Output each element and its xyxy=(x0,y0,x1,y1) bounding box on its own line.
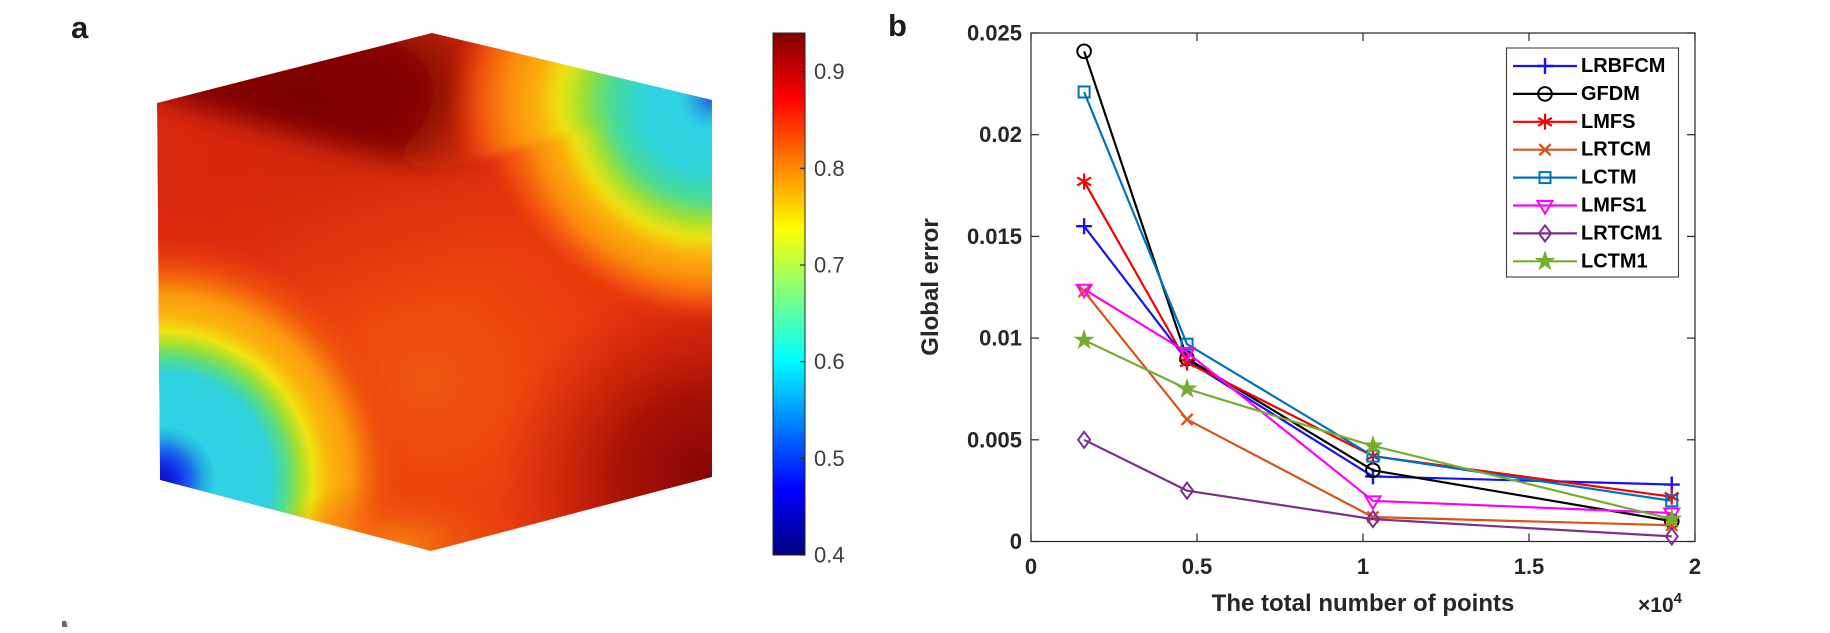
marker-star xyxy=(1176,377,1198,398)
series-line-LRTCM1 xyxy=(1083,438,1672,538)
series-line-LCTM xyxy=(1083,91,1672,502)
hotspot-blur-wrap-cool-top-right-rightface xyxy=(487,90,712,323)
marker-star xyxy=(1534,250,1556,271)
series-line-LCTM1 xyxy=(1083,339,1673,521)
marker-square xyxy=(1180,337,1194,351)
x-tick-label: 0.5 xyxy=(1182,554,1213,579)
marker-triangle-down xyxy=(1363,495,1383,511)
legend-label-LMFS1: LMFS1 xyxy=(1581,195,1647,217)
series-LCTM1 xyxy=(1073,329,1683,529)
series-LCTM xyxy=(1077,85,1679,508)
series-line-LRTCM xyxy=(1083,290,1672,527)
panel-b-label: b xyxy=(888,8,907,43)
x-tick-label: 1 xyxy=(1357,554,1369,579)
marker-asterisk xyxy=(1076,173,1092,190)
legend-label-LRTCM1: LRTCM1 xyxy=(1581,222,1662,244)
x-tick-label: 2 xyxy=(1689,554,1701,579)
legend-label-GFDM: GFDM xyxy=(1581,83,1640,105)
legend-entry-LMFS1: LMFS1 xyxy=(1513,195,1647,217)
series-line-GFDM xyxy=(1083,50,1672,523)
legend-label-LMFS: LMFS xyxy=(1581,111,1635,133)
colorbar: 0.9 0.8 0.7 0.6 0.5 0.4 xyxy=(772,32,845,568)
colorbar-tick-label: 0.9 xyxy=(814,59,845,84)
legend-entry-LRTCM: LRTCM xyxy=(1513,139,1651,161)
legend-entry-LRBFCM: LRBFCM xyxy=(1513,55,1665,77)
series-LRTCM xyxy=(1077,284,1679,532)
marker-plus xyxy=(1076,218,1093,235)
y-tick-label: 0.02 xyxy=(979,122,1022,147)
hotspot-clip-wrap-cool-top-right-rightface xyxy=(487,90,712,323)
marker-asterisk xyxy=(1179,354,1195,371)
panel-a-label: a xyxy=(71,10,89,45)
marker-x xyxy=(1180,413,1194,426)
panel-a-surface-plot: 0.9 0.8 0.7 0.6 0.5 0.4 xyxy=(157,32,845,568)
legend-entry-LRTCM1: LRTCM1 xyxy=(1513,222,1662,244)
y-tick-label: 0.015 xyxy=(967,224,1022,249)
marker-star xyxy=(1073,329,1095,350)
marker-diamond xyxy=(1664,526,1680,547)
marker-diamond xyxy=(1076,430,1092,450)
marker-diamond xyxy=(1365,509,1381,529)
series-LRTCM1 xyxy=(1076,430,1680,547)
colorbar-tick-label: 0.5 xyxy=(814,446,845,471)
marker-square xyxy=(1077,85,1091,99)
marker-star xyxy=(1362,434,1384,455)
legend-entry-LCTM: LCTM xyxy=(1513,167,1637,189)
stray-artifact xyxy=(62,621,69,627)
cube-hotspot-dark-red-bottom-right xyxy=(495,282,712,551)
marker-circle xyxy=(1537,86,1553,102)
x-axis-multiplier: ×104 xyxy=(1638,590,1683,617)
x-tick-label: 1.5 xyxy=(1514,554,1545,579)
marker-diamond xyxy=(1537,223,1553,244)
colorbar-gradient xyxy=(772,32,806,556)
y-tick-label: 0 xyxy=(1010,529,1022,554)
legend-label-LCTM1: LCTM1 xyxy=(1581,250,1648,272)
colorbar-tick-label: 0.6 xyxy=(814,349,845,374)
colorbar-tick-label: 0.8 xyxy=(814,156,845,181)
y-tick-label: 0.01 xyxy=(979,326,1022,351)
x-tick-label: 0 xyxy=(1025,554,1037,579)
marker-asterisk xyxy=(1537,113,1553,130)
marker-plus xyxy=(1537,58,1553,74)
marker-triangle-down xyxy=(1177,346,1197,363)
y-tick-label: 0.005 xyxy=(967,427,1022,452)
legend-entry-LCTM1: LCTM1 xyxy=(1513,250,1648,272)
stray-artifact-halo xyxy=(66,621,69,625)
cube-hotspot-cool-bottom-left xyxy=(157,237,411,551)
legend-label-LCTM: LCTM xyxy=(1581,167,1637,189)
marker-circle xyxy=(1076,43,1092,60)
legend-label-LRBFCM: LRBFCM xyxy=(1581,55,1665,77)
y-tick-label: 0.025 xyxy=(967,21,1022,46)
series-line-LMFS xyxy=(1083,180,1672,498)
stray-artifact-shape xyxy=(62,621,68,627)
colorbar-tick-label: 0.4 xyxy=(814,543,845,568)
legend-entry-LMFS: LMFS xyxy=(1513,111,1635,133)
legend: LRBFCM GFDM LMFS LRTCM LCTM LMFS1 LRTCM1 LCTM1 xyxy=(1505,47,1680,278)
marker-square xyxy=(1665,494,1679,508)
cube-hotspot-cool-top-right-rightface xyxy=(487,90,712,323)
marker-star xyxy=(1661,508,1683,529)
marker-square xyxy=(1366,449,1380,463)
series xyxy=(1073,43,1683,547)
marker-triangle-down xyxy=(1535,200,1555,216)
marker-x xyxy=(1077,284,1091,298)
hotspot-clip-wrap-cool-bottom-left xyxy=(157,237,411,551)
hotspot-clip-wrap-dark-red-bottom-right xyxy=(495,282,712,551)
series-line-LMFS1 xyxy=(1083,288,1672,515)
axes: 0 0.5 1 1.5 2 0 0.005 0.01 0.015 0.02 0.025 xyxy=(967,21,1701,580)
y-axis-label: Global error xyxy=(917,218,944,355)
x-axis-label: The total number of points xyxy=(1212,590,1515,617)
colorbar-tick-label: 0.7 xyxy=(814,253,845,278)
marker-diamond xyxy=(1179,480,1195,501)
marker-triangle-down xyxy=(1074,283,1094,300)
legend-entry-GFDM: GFDM xyxy=(1513,83,1640,105)
marker-square xyxy=(1538,171,1552,185)
legend-box xyxy=(1505,47,1680,278)
marker-x xyxy=(1538,143,1552,157)
legend-label-LRTCM: LRTCM xyxy=(1581,139,1651,161)
